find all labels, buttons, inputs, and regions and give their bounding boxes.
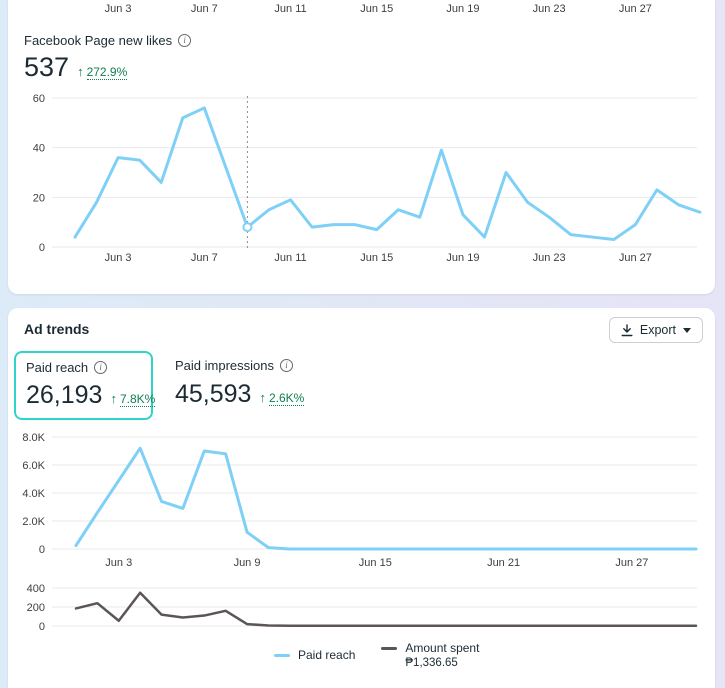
legend-amount-spent-label: Amount spent xyxy=(405,641,480,655)
svg-text:Jun 27: Jun 27 xyxy=(615,557,648,569)
svg-text:Jun 21: Jun 21 xyxy=(487,557,520,569)
svg-text:8.0K: 8.0K xyxy=(22,432,45,444)
paid-reach-value: 26,193 xyxy=(26,381,103,409)
likes-value: 537 xyxy=(24,52,70,82)
new-likes-chart[interactable]: 0 20 40 60 Jun 3 Jun 7 Jun 11 Jun 15 Jun 19 Jun 2… xyxy=(8,88,715,268)
svg-text:2.0K: 2.0K xyxy=(22,516,45,528)
paid-impressions-value: 45,593 xyxy=(175,380,252,408)
paid-reach-metric-card[interactable]: Paid reach i 26,193 ↑ 7.8K% xyxy=(14,351,156,420)
svg-text:Jun 7: Jun 7 xyxy=(191,252,218,264)
download-icon xyxy=(621,323,633,336)
page-overview-card: Jun 3 Jun 7 Jun 11 Jun 15 Jun 19 Jun 23 Jun 27… xyxy=(8,0,715,294)
arrow-up-icon: ↑ xyxy=(110,391,117,406)
arrow-up-icon: ↑ xyxy=(77,64,84,79)
svg-text:60: 60 xyxy=(33,93,45,105)
svg-text:Jun 19: Jun 19 xyxy=(446,3,479,15)
svg-text:Jun 3: Jun 3 xyxy=(105,3,132,15)
svg-text:Jun 27: Jun 27 xyxy=(619,252,652,264)
svg-text:Jun 11: Jun 11 xyxy=(274,3,306,15)
likes-metric: 537 ↑ 272.9% xyxy=(24,52,128,83)
ad-trends-title: Ad trends xyxy=(24,321,90,337)
svg-text:Jun 15: Jun 15 xyxy=(359,557,392,569)
svg-text:Jun 19: Jun 19 xyxy=(446,252,479,264)
paid-reach-swatch xyxy=(274,653,290,657)
svg-text:0: 0 xyxy=(39,242,45,254)
svg-text:400: 400 xyxy=(27,583,45,595)
svg-text:0: 0 xyxy=(39,544,45,556)
legend-item-amount-spent[interactable]: Amount spent ₱1,336.65 xyxy=(381,641,479,669)
likes-section-header: Facebook Page new likes i xyxy=(24,33,192,48)
paid-impressions-delta: ↑ 2.6K% xyxy=(259,390,305,406)
paid-impressions-metric: 45,593 ↑ 2.6K% xyxy=(175,380,305,409)
export-label: Export xyxy=(639,323,676,337)
svg-text:Jun 15: Jun 15 xyxy=(360,3,393,15)
paid-reach-delta: ↑ 7.8K% xyxy=(110,391,156,407)
legend-paid-reach-label: Paid reach xyxy=(298,648,356,662)
arrow-up-icon: ↑ xyxy=(259,390,266,405)
paid-impressions-metric-card[interactable]: Paid impressions i 45,593 ↑ 2.6K% xyxy=(175,358,305,409)
amount-spent-chart[interactable]: 0 200 400 xyxy=(8,580,715,632)
svg-text:Jun 23: Jun 23 xyxy=(533,252,566,264)
legend-item-paid-reach[interactable]: Paid reach xyxy=(274,641,355,669)
svg-text:20: 20 xyxy=(33,192,45,204)
info-icon[interactable]: i xyxy=(280,359,293,372)
info-icon[interactable]: i xyxy=(178,34,192,47)
amount-spent-total: ₱1,336.65 xyxy=(405,657,458,669)
paid-reach-chart[interactable]: 0 2.0K 4.0K 6.0K 8.0K Jun 3 Jun 9 Jun 15 Jun 21 J… xyxy=(8,428,715,574)
svg-text:Jun 27: Jun 27 xyxy=(619,3,652,15)
svg-text:Jun 9: Jun 9 xyxy=(234,557,261,569)
paid-impressions-delta-percent[interactable]: 2.6K% xyxy=(268,391,305,406)
svg-text:Jun 3: Jun 3 xyxy=(105,252,132,264)
paid-reach-label: Paid reach xyxy=(26,360,89,375)
paid-impressions-label: Paid impressions xyxy=(175,358,274,373)
svg-text:4.0K: 4.0K xyxy=(22,488,45,500)
paid-reach-header: Paid reach i xyxy=(26,360,108,375)
svg-text:Jun 15: Jun 15 xyxy=(360,252,393,264)
svg-text:40: 40 xyxy=(33,143,45,155)
amount-spent-swatch xyxy=(381,646,398,650)
svg-text:Jun 3: Jun 3 xyxy=(105,557,132,569)
export-button[interactable]: Export xyxy=(608,317,703,343)
cropped-chart-x-axis: Jun 3 Jun 7 Jun 11 Jun 15 Jun 19 Jun 23 Jun 27 xyxy=(105,3,652,15)
likes-delta: ↑ 272.9% xyxy=(77,64,128,80)
info-icon[interactable]: i xyxy=(94,361,108,374)
svg-text:0: 0 xyxy=(39,621,45,632)
paid-reach-metric: 26,193 ↑ 7.8K% xyxy=(26,381,156,410)
likes-delta-percent[interactable]: 272.9% xyxy=(86,65,128,80)
svg-text:Jun 11: Jun 11 xyxy=(274,252,306,264)
svg-text:Jun 23: Jun 23 xyxy=(533,3,566,15)
likes-title: Facebook Page new likes xyxy=(24,33,173,48)
paid-reach-delta-percent[interactable]: 7.8K% xyxy=(119,392,156,407)
paid-impressions-header: Paid impressions i xyxy=(175,358,304,373)
svg-text:200: 200 xyxy=(27,602,45,614)
chart-legend: Paid reach Amount spent ₱1,336.65 xyxy=(274,641,479,669)
svg-text:6.0K: 6.0K xyxy=(22,460,45,472)
ad-trends-card: Ad trends Export Paid reach i 26,193 ↑ 7… xyxy=(8,308,715,688)
svg-text:Jun 7: Jun 7 xyxy=(191,3,218,15)
chevron-down-icon xyxy=(683,327,691,333)
